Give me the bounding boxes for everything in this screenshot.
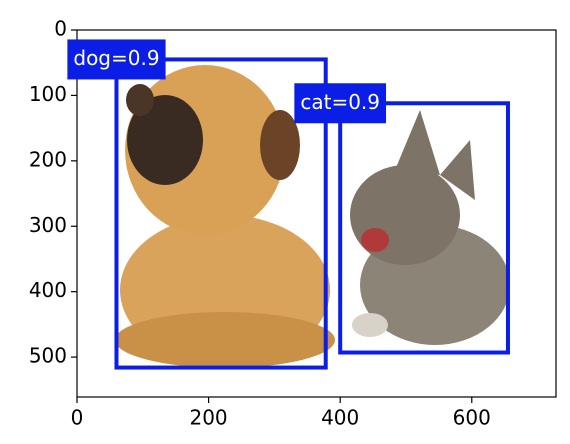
cat-head bbox=[350, 165, 460, 265]
cat-paw bbox=[352, 313, 388, 337]
y-tick-label: 0 bbox=[54, 17, 67, 41]
y-tick-label: 100 bbox=[29, 82, 67, 106]
x-tick-label: 200 bbox=[189, 406, 227, 430]
y-tick-label: 500 bbox=[29, 344, 67, 368]
dog-ear bbox=[260, 110, 300, 180]
y-tick-label: 200 bbox=[29, 147, 67, 171]
label-background bbox=[67, 39, 166, 80]
bounding-box bbox=[338, 101, 510, 355]
y-tick-label: 400 bbox=[29, 278, 67, 302]
cat-mouth bbox=[361, 228, 389, 252]
x-tick-label: 600 bbox=[453, 406, 491, 430]
cat-ear bbox=[440, 140, 475, 200]
box-label: dog=0.9 bbox=[73, 46, 159, 70]
dog-ear bbox=[126, 84, 154, 116]
x-tick-label: 400 bbox=[321, 406, 359, 430]
dog-muzzle bbox=[127, 95, 203, 185]
dog-paws bbox=[115, 312, 335, 368]
box-label: cat=0.9 bbox=[300, 90, 380, 114]
y-tick-label: 300 bbox=[29, 213, 67, 237]
x-tick-label: 0 bbox=[71, 406, 84, 430]
cat-ear bbox=[395, 110, 440, 175]
bounding-box bbox=[114, 57, 328, 370]
label-background bbox=[294, 83, 387, 124]
axes-frame bbox=[76, 29, 557, 398]
